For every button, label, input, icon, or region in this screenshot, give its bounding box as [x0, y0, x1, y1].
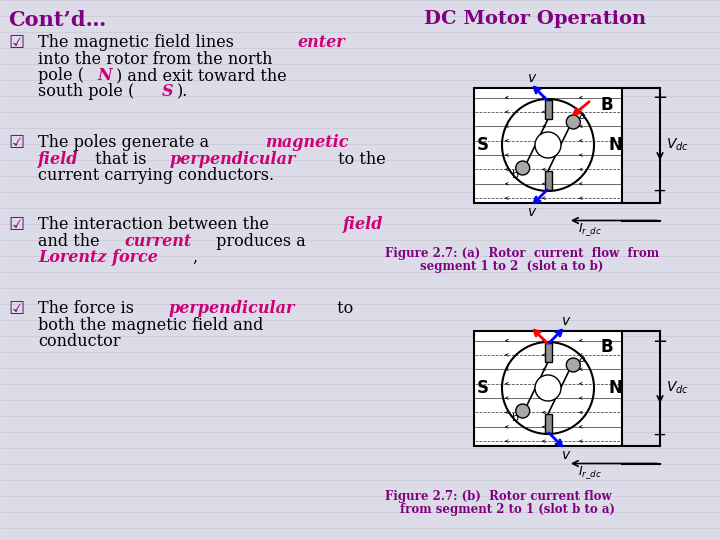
Text: The force is: The force is — [38, 300, 139, 317]
Text: ☑: ☑ — [8, 300, 24, 318]
Text: $V_{dc}$: $V_{dc}$ — [666, 137, 689, 153]
Text: into the rotor from the north: into the rotor from the north — [38, 51, 272, 68]
Text: v: v — [562, 314, 570, 328]
Text: current carrying conductors.: current carrying conductors. — [38, 167, 274, 184]
Text: conductor: conductor — [38, 333, 120, 350]
Text: $I_{r\_dc}$: $I_{r\_dc}$ — [578, 221, 602, 238]
Text: b: b — [512, 170, 518, 180]
Circle shape — [516, 404, 530, 418]
Text: v: v — [528, 205, 536, 219]
Text: field: field — [343, 216, 383, 233]
Text: to the: to the — [333, 151, 386, 167]
Text: a: a — [578, 111, 585, 121]
Text: that is: that is — [90, 151, 152, 167]
Text: b: b — [512, 413, 518, 423]
Text: S: S — [477, 136, 489, 154]
Circle shape — [567, 115, 580, 129]
Text: DC Motor Operation: DC Motor Operation — [424, 10, 646, 28]
Bar — [544, 100, 552, 119]
Text: ☑: ☑ — [8, 34, 24, 52]
Text: ) and exit toward the: ) and exit toward the — [116, 67, 287, 84]
Text: to: to — [331, 300, 353, 317]
Bar — [474, 330, 622, 446]
Text: field: field — [38, 151, 78, 167]
Circle shape — [535, 132, 561, 158]
Text: a: a — [578, 354, 585, 364]
Bar — [544, 171, 552, 190]
Circle shape — [516, 161, 530, 175]
Text: south pole (: south pole ( — [38, 84, 134, 100]
Bar — [474, 87, 622, 202]
Text: both the magnetic field and: both the magnetic field and — [38, 316, 264, 334]
Text: The magnetic field lines: The magnetic field lines — [38, 34, 239, 51]
Text: Cont’d…: Cont’d… — [8, 10, 107, 30]
Text: N: N — [608, 136, 622, 154]
Text: Figure 2.7: (a)  Rotor  current  flow  from: Figure 2.7: (a) Rotor current flow from — [385, 247, 659, 260]
Text: produces a: produces a — [211, 233, 306, 249]
Text: $V_{dc}$: $V_{dc}$ — [666, 380, 689, 396]
Text: Lorentz force: Lorentz force — [38, 249, 158, 266]
Text: ,: , — [193, 249, 198, 266]
Bar — [544, 343, 552, 362]
Text: B: B — [600, 96, 613, 113]
Text: S: S — [477, 379, 489, 397]
Text: and the: and the — [38, 233, 104, 249]
Text: pole (: pole ( — [38, 67, 84, 84]
Text: Figure 2.7: (b)  Rotor current flow: Figure 2.7: (b) Rotor current flow — [385, 490, 611, 503]
Text: N: N — [608, 379, 622, 397]
Text: N: N — [97, 67, 112, 84]
Text: −: − — [652, 90, 667, 107]
Circle shape — [567, 358, 580, 372]
Text: B: B — [600, 339, 613, 356]
Bar — [544, 414, 552, 433]
Text: The poles generate a: The poles generate a — [38, 134, 215, 151]
Text: +: + — [652, 426, 666, 443]
Text: v: v — [562, 448, 570, 462]
Text: from segment 2 to 1 (slot b to a): from segment 2 to 1 (slot b to a) — [400, 503, 615, 516]
Text: ).: ). — [177, 84, 189, 100]
Text: enter: enter — [297, 34, 345, 51]
Text: +: + — [652, 183, 666, 200]
Text: ☑: ☑ — [8, 216, 24, 234]
Text: S: S — [162, 84, 174, 100]
Text: $I_{r\_dc}$: $I_{r\_dc}$ — [578, 464, 602, 481]
Circle shape — [535, 375, 561, 401]
Text: perpendicular: perpendicular — [168, 300, 295, 317]
Text: current: current — [124, 233, 192, 249]
Text: ☑: ☑ — [8, 134, 24, 152]
Text: −: − — [652, 333, 667, 350]
Text: perpendicular: perpendicular — [170, 151, 296, 167]
Text: v: v — [528, 71, 536, 85]
Text: magnetic: magnetic — [266, 134, 349, 151]
Text: segment 1 to 2  (slot a to b): segment 1 to 2 (slot a to b) — [420, 260, 603, 273]
Text: The interaction between the: The interaction between the — [38, 216, 274, 233]
